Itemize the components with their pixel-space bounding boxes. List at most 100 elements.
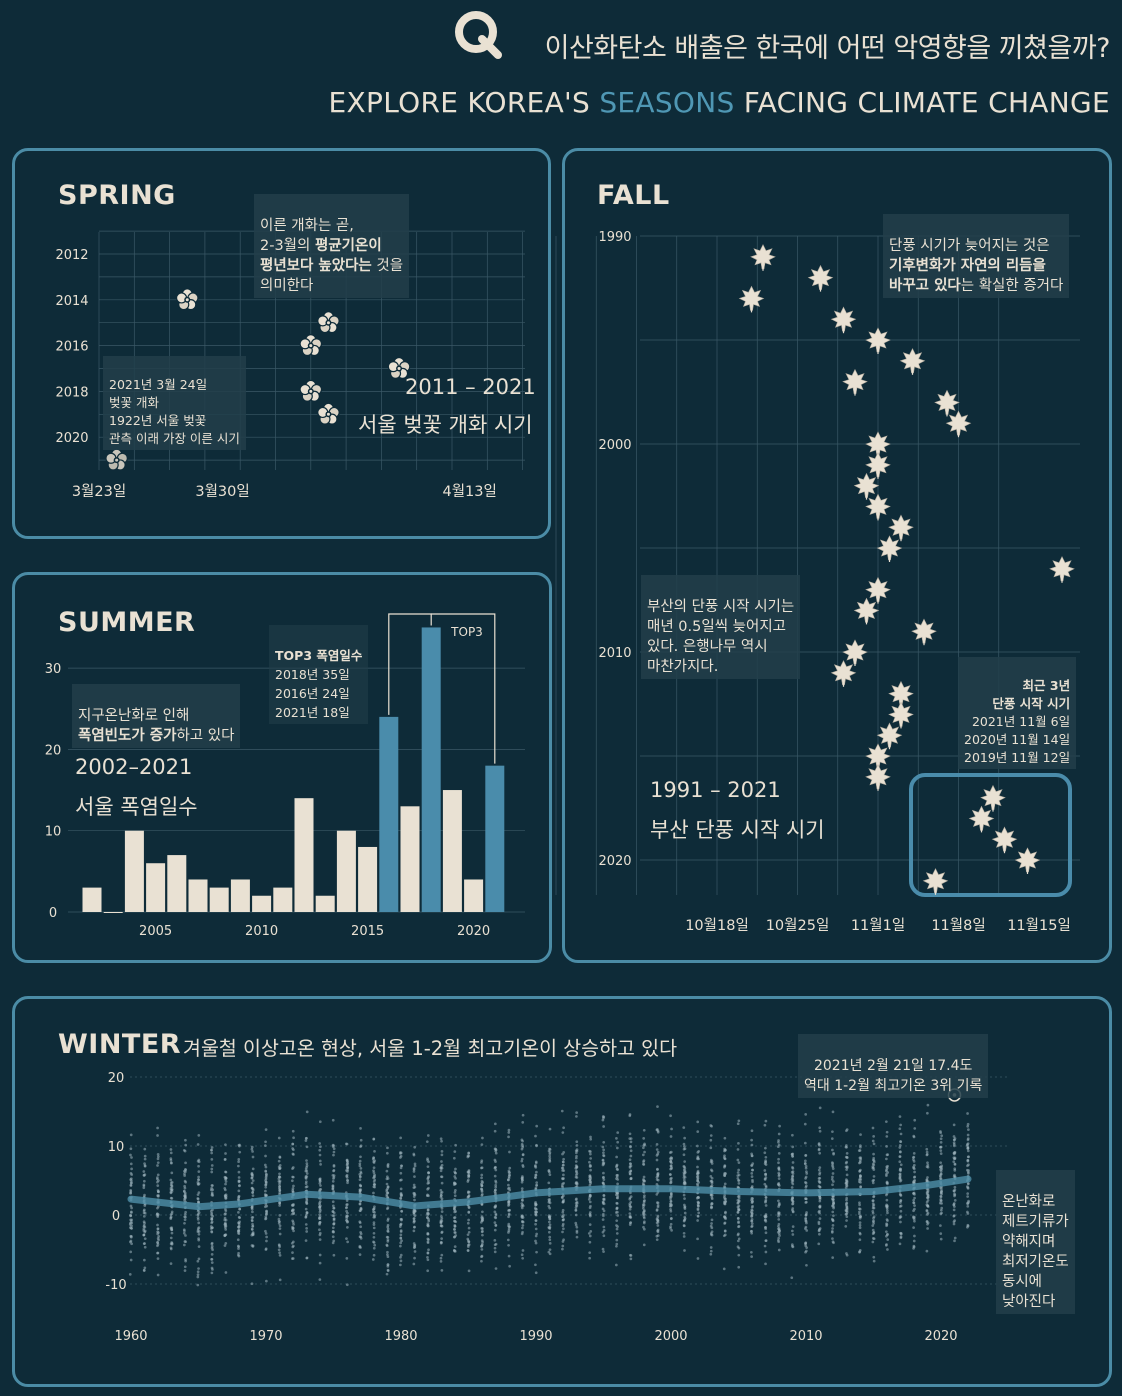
winter-note-right: 온난화로 제트기류가 약해지며 최저기온도 동시에 낮아진다 xyxy=(996,1170,1075,1314)
fall-leaf-point xyxy=(750,244,776,271)
winter-y-tick: 20 xyxy=(108,1071,125,1086)
spring-note-top-line3b: 것을 xyxy=(371,258,404,274)
fall-x-tick: 11월15일 xyxy=(1007,917,1071,934)
q-logo-icon xyxy=(455,11,502,59)
summer-bar xyxy=(124,830,144,912)
fall-x-tick: 11월1일 xyxy=(851,917,905,934)
fall-leaf-point xyxy=(888,514,914,542)
spring-x-tick: 3월23일 xyxy=(72,483,126,500)
fall-leaf-point xyxy=(945,410,972,438)
summer-x-tick: 2010 xyxy=(245,924,278,939)
fall-chart: 10월18일 10월25일 11월1일 11월8일 11월15일 1990 2000 2010… xyxy=(555,230,1080,934)
summer-top3-bracket-left xyxy=(388,613,432,715)
spring-y-tick: 2012 xyxy=(55,248,88,263)
summer-bar xyxy=(421,627,441,912)
fall-note-mid-line2: 매년 0.5일씩 늦어지고 xyxy=(647,619,786,635)
winter-note-right-line1: 온난화로 xyxy=(1002,1194,1056,1210)
summer-bar xyxy=(400,806,420,912)
summer-top3-2: 2016년 24일 xyxy=(275,686,350,701)
winter-x-tick: 1970 xyxy=(249,1329,282,1344)
summer-chart: 0 10 20 30 2005 2010 2015 2020 TOP3 xyxy=(45,613,525,939)
fall-leaf-point xyxy=(922,868,949,895)
summer-y-tick: 0 xyxy=(49,906,57,921)
winter-note-right-line6: 낮아진다 xyxy=(1002,1294,1056,1310)
summer-bar xyxy=(294,798,314,912)
winter-note-right-line3: 약해지며 xyxy=(1002,1234,1056,1250)
summer-x-tick: 2020 xyxy=(457,924,490,939)
summer-bar xyxy=(103,912,123,913)
winter-x-tick: 1990 xyxy=(519,1329,552,1344)
summer-note-line2a: 폭염빈도가 증가 xyxy=(78,728,177,744)
fall-x-tick: 10월25일 xyxy=(766,917,830,934)
fall-leaf-point xyxy=(888,701,914,729)
spring-note-left-line2: 벚꽃 개화 xyxy=(109,395,159,410)
fall-note-mid: 부산의 단풍 시작 시기는 매년 0.5일씩 늦어지고 있다. 은행나무 역시 마찬가… xyxy=(641,575,801,679)
fall-y-tick: 2010 xyxy=(598,646,631,661)
fall-title: FALL xyxy=(597,180,670,211)
spring-flower-point xyxy=(317,311,340,334)
winter-panel xyxy=(12,996,1112,1387)
summer-bar xyxy=(188,879,208,912)
fall-note-mid-line1: 부산의 단풍 시작 시기는 xyxy=(647,599,795,615)
fall-leaf-point xyxy=(865,452,891,479)
summer-y-tick: 20 xyxy=(45,743,62,758)
spring-y-tick: 2016 xyxy=(55,340,88,355)
fall-leaf-point xyxy=(1014,847,1041,874)
winter-x-tick: 2020 xyxy=(924,1329,957,1344)
spring-note-top-line2a: 2-3월의 xyxy=(260,238,315,254)
fall-leaf-point xyxy=(991,826,1018,854)
spring-note-left-line4: 관측 이래 가장 이른 시기 xyxy=(109,431,240,446)
fall-label: 부산 단풍 시작 시기 xyxy=(650,818,825,842)
fall-leaf-point xyxy=(934,389,960,417)
winter-x-tick: 1960 xyxy=(114,1329,147,1344)
fall-leaf-point xyxy=(876,722,903,750)
winter-title: WINTER xyxy=(58,1029,182,1060)
summer-bar xyxy=(315,895,335,912)
fall-note-recent-line2: 단풍 시작 시기 xyxy=(992,696,1071,711)
winter-trend-line xyxy=(127,1175,972,1211)
summer-bar xyxy=(167,855,187,912)
spring-y-tick: 2018 xyxy=(55,385,88,400)
fall-panel xyxy=(562,148,1112,963)
fall-leaf-point xyxy=(865,493,891,521)
fall-range: 1991 – 2021 xyxy=(650,778,781,802)
summer-top3-note: TOP3 폭염일수 2018년 35일 2016년 24일 2021년 18일 xyxy=(269,625,369,724)
spring-title: SPRING xyxy=(58,180,176,211)
summer-bar xyxy=(358,846,378,912)
summer-bar xyxy=(336,830,356,912)
spring-y-tick: 2014 xyxy=(55,294,88,309)
spring-note-top-line4: 의미한다 xyxy=(260,278,314,294)
summer-bar xyxy=(252,895,272,912)
summer-bar xyxy=(379,716,399,912)
fall-note-mid-line3: 있다. 은행나무 역시 xyxy=(647,639,768,655)
fall-leaf-point xyxy=(830,660,857,687)
summer-bar xyxy=(464,879,484,912)
summer-note-line1: 지구온난화로 인해 xyxy=(78,708,190,724)
fall-leaf-point xyxy=(853,597,880,625)
fall-leaf-point xyxy=(865,764,891,791)
summer-title: SUMMER xyxy=(58,607,196,638)
fall-y-tick: 2020 xyxy=(598,854,631,869)
spring-flower-point xyxy=(387,356,411,379)
spring-x-tick: 4월13일 xyxy=(442,483,496,500)
fall-note-top-line2: 기후변화가 자연의 리듬을 xyxy=(889,258,1046,274)
summer-top3-title: TOP3 폭염일수 xyxy=(275,648,363,663)
fall-x-tick: 11월8일 xyxy=(931,917,985,934)
winter-note-right-line4: 최저기온도 xyxy=(1002,1254,1069,1270)
fall-note-top-line1: 단풍 시기가 늦어지는 것은 xyxy=(889,238,1050,254)
fall-leaf-point xyxy=(865,327,891,354)
winter-note-record-line2: 역대 1-2월 최고기온 3위 기록 xyxy=(804,1078,983,1094)
fall-note-top: 단풍 시기가 늦어지는 것은 기후변화가 자연의 리듬을 바꾸고 있다는 확실한 증… xyxy=(883,214,1070,298)
fall-leaf-point xyxy=(911,618,937,646)
spring-note-left: 2021년 3월 24일 벚꽃 개화 1922년 서울 벚꽃 관측 이래 가장 이른 … xyxy=(103,356,246,450)
spring-flower-point xyxy=(105,448,128,471)
winter-note-right-line5: 동시에 xyxy=(1002,1274,1043,1290)
fall-note-recent: 최근 3년 단풍 시작 시기 2021년 11월 6일 2020년 11월 14일 20… xyxy=(958,657,1077,769)
summer-bar xyxy=(209,887,229,912)
fall-leaf-point xyxy=(968,805,995,833)
summer-note: 지구온난화로 인해 폭염빈도가 증가하고 있다 xyxy=(72,684,241,748)
winter-x-tick: 2010 xyxy=(789,1329,822,1344)
fall-note-top-line3a: 바꾸고 있다 xyxy=(889,278,961,294)
winter-note-record-line1: 2021년 2월 21일 17.4도 xyxy=(813,1058,973,1074)
